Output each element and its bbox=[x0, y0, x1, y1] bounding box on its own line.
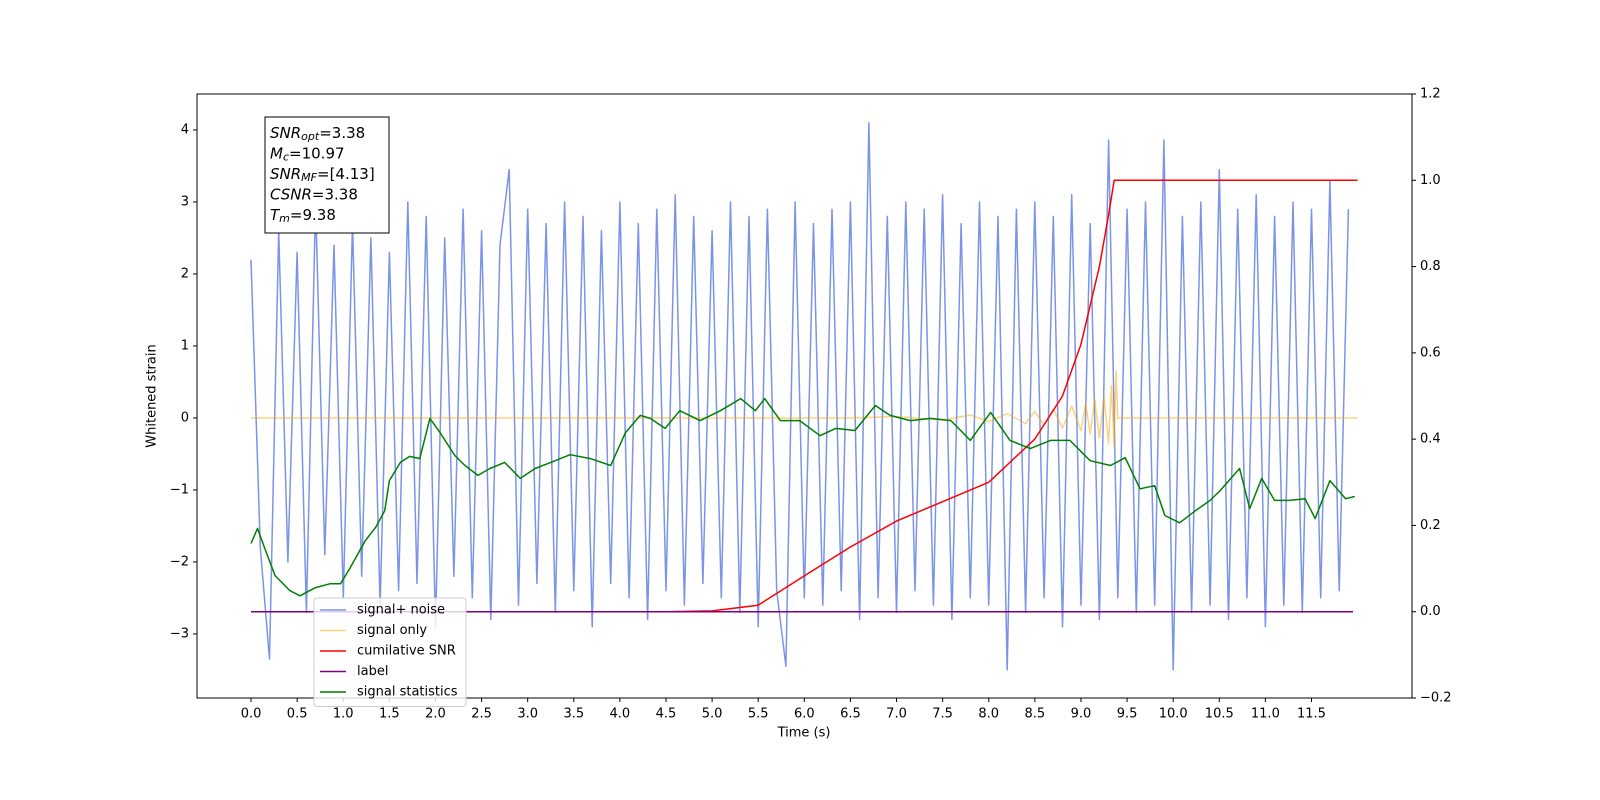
y2-tick-label: 0.2 bbox=[1420, 518, 1441, 533]
y-tick-label: 1 bbox=[181, 338, 189, 353]
axes-frame bbox=[196, 93, 1413, 699]
annotation: SNRMF=[4.13] bbox=[270, 165, 375, 185]
x-tick-label: 11.0 bbox=[1251, 707, 1280, 722]
x-tick-label: 7.0 bbox=[886, 707, 907, 722]
annotation-base: CSNR bbox=[270, 185, 312, 203]
x-tick-label: 0.5 bbox=[287, 707, 308, 722]
legend-label: label bbox=[357, 664, 388, 679]
y-tick-label: −3 bbox=[170, 626, 189, 641]
legend-box bbox=[313, 597, 467, 707]
x-tick-label: 9.5 bbox=[1117, 707, 1138, 722]
annotation-sub: m bbox=[279, 212, 290, 225]
annotation-base: T bbox=[270, 206, 281, 224]
x-tick-label: 11.5 bbox=[1297, 707, 1326, 722]
annotation-text: =3.38 bbox=[312, 185, 358, 203]
x-tick-label: 1.0 bbox=[333, 707, 354, 722]
series-line bbox=[251, 370, 1358, 448]
legend-label: signal statistics bbox=[357, 685, 458, 700]
x-tick-label: 2.5 bbox=[471, 707, 492, 722]
annotation-base: SNR bbox=[270, 165, 301, 183]
x-tick-label: 0.0 bbox=[241, 707, 262, 722]
series-line bbox=[251, 179, 1358, 613]
y2-tick-label: 1.0 bbox=[1420, 173, 1441, 188]
y-tick-label: 0 bbox=[181, 410, 189, 425]
x-tick-label: 8.5 bbox=[1025, 707, 1046, 722]
x-tick-label: 4.5 bbox=[656, 707, 677, 722]
annotation: SNRopt=3.38 bbox=[270, 124, 365, 144]
x-axis-label: Time (s) bbox=[777, 726, 831, 741]
x-tick-label: 3.5 bbox=[563, 707, 584, 722]
series-line bbox=[250, 397, 1355, 597]
annotation-text: =9.38 bbox=[290, 206, 336, 224]
annotation-text: =[4.13] bbox=[317, 165, 375, 183]
y2-tick-label: 0.6 bbox=[1420, 345, 1441, 360]
y-tick-label: 2 bbox=[181, 266, 189, 281]
y-axis-label: Whitened strain bbox=[145, 344, 160, 447]
y2-tick-label: −0.2 bbox=[1420, 691, 1452, 706]
x-tick-label: 10.5 bbox=[1205, 707, 1234, 722]
x-tick-label: 2.0 bbox=[425, 707, 446, 722]
annotation: Tm=9.38 bbox=[270, 206, 336, 226]
x-tick-label: 6.0 bbox=[794, 707, 815, 722]
legend-label: cumilative SNR bbox=[357, 644, 456, 659]
y2-tick-label: 0.0 bbox=[1420, 604, 1441, 619]
annotation-text: =3.38 bbox=[319, 124, 365, 142]
x-tick-label: 10.0 bbox=[1159, 707, 1188, 722]
annotation-sub: opt bbox=[301, 130, 320, 143]
y-tick-label: 4 bbox=[181, 122, 189, 137]
annotation-base: SNR bbox=[270, 124, 301, 142]
x-tick-label: 3.0 bbox=[517, 707, 538, 722]
legend-label: signal+ noise bbox=[357, 603, 445, 618]
y2-tick-label: 1.2 bbox=[1420, 87, 1441, 102]
y-tick-label: 3 bbox=[181, 194, 189, 209]
x-tick-label: 4.0 bbox=[610, 707, 631, 722]
x-tick-label: 9.0 bbox=[1071, 707, 1092, 722]
annotation-base: M bbox=[270, 144, 283, 162]
x-tick-label: 1.5 bbox=[379, 707, 400, 722]
x-tick-label: 5.0 bbox=[702, 707, 723, 722]
annotation-box bbox=[264, 116, 390, 234]
x-tick-label: 5.5 bbox=[748, 707, 769, 722]
y-tick-label: −2 bbox=[170, 554, 189, 569]
annotation: Mc=10.97 bbox=[270, 144, 345, 164]
annotation-sub: MF bbox=[301, 171, 317, 184]
x-tick-label: 7.5 bbox=[932, 707, 953, 722]
y-tick-label: −1 bbox=[170, 482, 189, 497]
x-tick-label: 6.5 bbox=[840, 707, 861, 722]
y2-tick-label: 0.4 bbox=[1420, 432, 1441, 447]
x-tick-label: 8.0 bbox=[978, 707, 999, 722]
annotation-text: =10.97 bbox=[289, 144, 345, 162]
legend-label: signal only bbox=[357, 623, 427, 638]
annotation-sub: c bbox=[283, 151, 289, 164]
y2-tick-label: 0.8 bbox=[1420, 259, 1441, 274]
annotation: CSNR=3.38 bbox=[270, 185, 358, 203]
series-line bbox=[250, 122, 1350, 671]
